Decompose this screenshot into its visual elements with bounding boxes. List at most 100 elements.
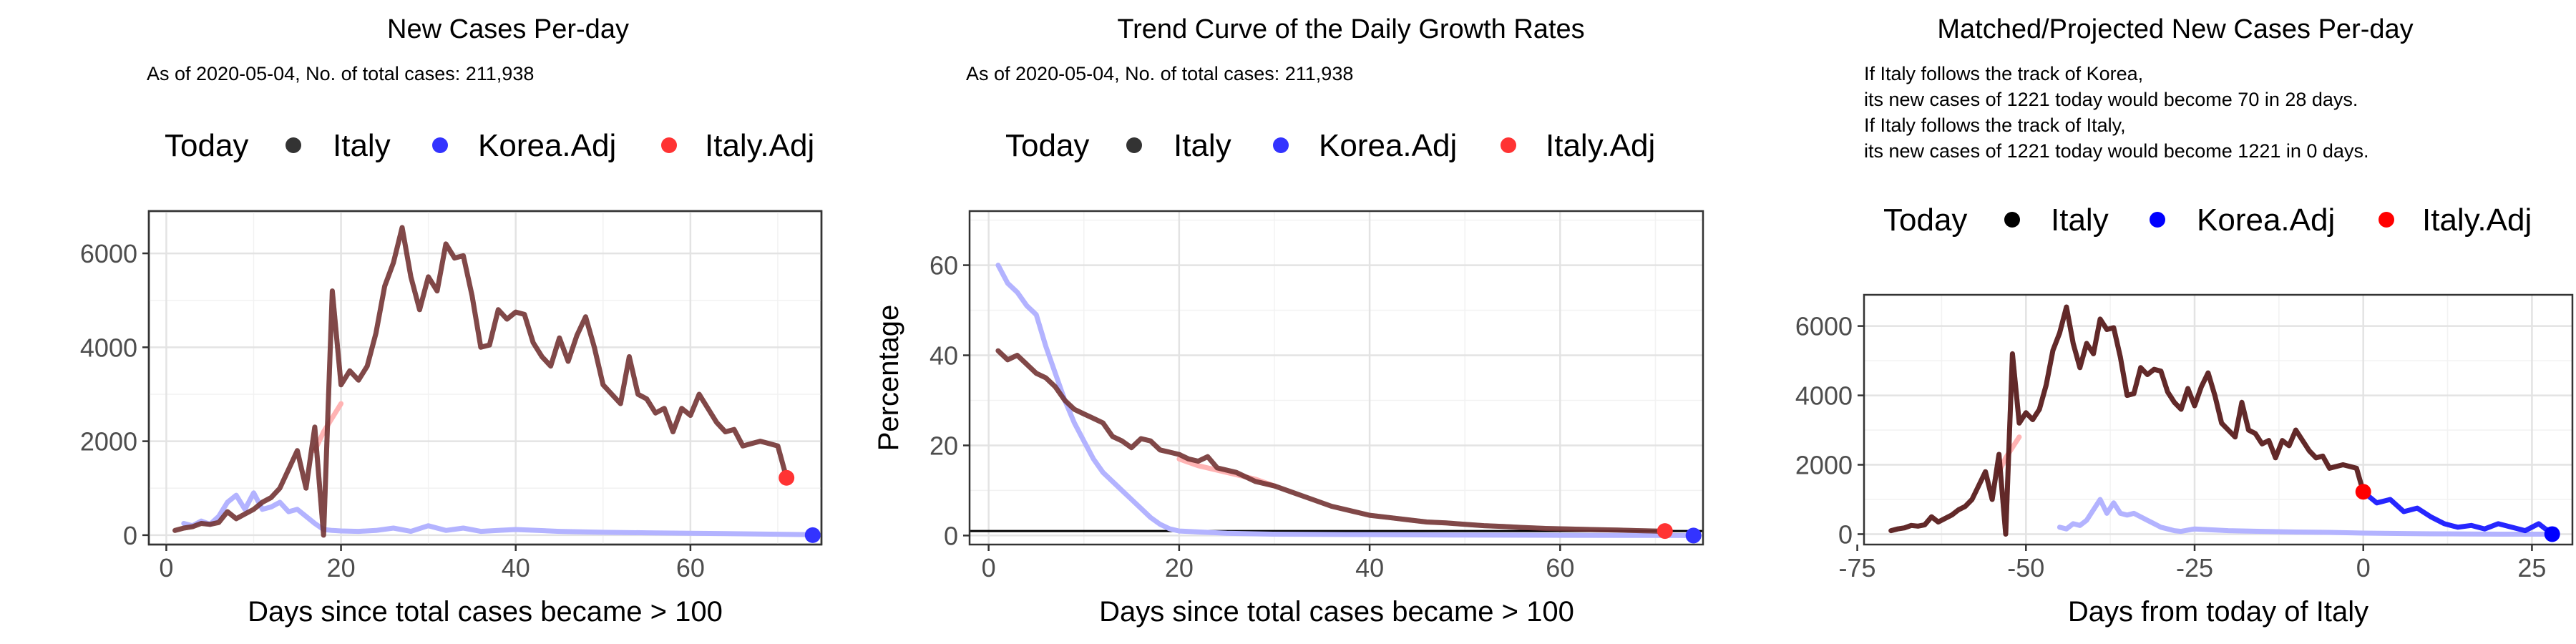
- series-line-korea-adj-projected: [2361, 489, 2555, 535]
- legend-title: Today: [1883, 203, 1967, 238]
- plot-area: [968, 210, 1704, 546]
- legend-label-italy: Italy: [2051, 203, 2109, 238]
- legend-key-italy: [286, 137, 301, 153]
- y-axis-label: Percentage: [873, 305, 904, 452]
- legend: Today Italy Korea.Adj Italy.Adj: [165, 128, 814, 163]
- x-tick-label: 0: [2356, 553, 2371, 582]
- legend-title: Today: [165, 128, 248, 163]
- x-tick-label: 60: [676, 553, 705, 582]
- legend: Today Italy Korea.Adj Italy.Adj: [1005, 128, 1655, 163]
- panel-new-cases: New Cases Per-day As of 2020-05-04, No. …: [80, 14, 823, 628]
- annotation-line-2: its new cases of 1221 today would become…: [1864, 89, 2358, 110]
- y-tick-label: 2000: [80, 427, 137, 457]
- y-tick-label: 2000: [1795, 451, 1853, 480]
- chart-title: Trend Curve of the Daily Growth Rates: [1117, 14, 1584, 44]
- y-axis-ticks: 0 20 40 60: [930, 251, 970, 550]
- series-line-korea-adj-past: [2057, 497, 2555, 537]
- panel-matched-projected: Matched/Projected New Cases Per-day If I…: [1795, 14, 2574, 628]
- y-tick-label: 4000: [1795, 381, 1853, 411]
- x-tick-label: -25: [2176, 553, 2213, 582]
- x-tick-label: 60: [1546, 553, 1574, 582]
- x-axis-ticks: 0 20 40 60: [982, 545, 1574, 582]
- x-axis-label: Days since total cases became > 100: [248, 596, 723, 628]
- plot-area: [1863, 293, 2574, 546]
- y-tick-label: 40: [930, 341, 958, 371]
- series-line-italy-adj-overlay: [995, 348, 1668, 535]
- legend-key-italy-adj: [1501, 137, 1516, 153]
- y-tick-label: 0: [944, 521, 958, 550]
- y-tick-label: 4000: [80, 333, 137, 362]
- legend-key-italy: [2004, 212, 2020, 228]
- x-tick-label: -50: [2007, 553, 2044, 582]
- x-axis-label: Days from today of Italy: [2068, 596, 2368, 628]
- chart-title: New Cases Per-day: [387, 14, 629, 44]
- plot-frame: [147, 210, 823, 546]
- legend-key-italy-adj: [2379, 212, 2394, 228]
- x-tick-label: 0: [159, 553, 173, 582]
- korea-adj-point: [804, 527, 821, 543]
- legend-label-korea-adj: Korea.Adj: [478, 128, 616, 163]
- legend-key-korea-adj: [1273, 137, 1289, 153]
- x-axis-ticks: -75 -50 -25 0 25: [1839, 545, 2546, 582]
- series-lines: [172, 225, 816, 538]
- annotation-line-1: If Italy follows the track of Korea,: [1864, 63, 2143, 84]
- plot-area: [147, 210, 823, 546]
- plot-border: [147, 210, 823, 546]
- chart-subtitle: As of 2020-05-04, No. of total cases: 21…: [147, 63, 534, 84]
- y-tick-label: 20: [930, 431, 958, 460]
- series-points: [779, 469, 821, 543]
- y-tick-label: 0: [1838, 519, 1853, 549]
- chart-title: Matched/Projected New Cases Per-day: [1937, 14, 2413, 44]
- annotation-line-3: If Italy follows the track of Italy,: [1864, 114, 2126, 136]
- plot-border: [1863, 293, 2574, 546]
- korea-adj-point: [2544, 526, 2560, 542]
- chart-subtitle: As of 2020-05-04, No. of total cases: 21…: [966, 63, 1353, 84]
- legend-label-korea-adj: Korea.Adj: [1319, 128, 1457, 163]
- legend-label-italy: Italy: [333, 128, 391, 163]
- panel-growth-rates: Trend Curve of the Daily Growth Rates As…: [873, 14, 1704, 628]
- y-tick-label: 0: [123, 521, 137, 550]
- series-line-korea-adj: [995, 263, 1697, 538]
- legend-label-italy-adj: Italy.Adj: [1546, 128, 1655, 163]
- x-tick-label: 20: [1165, 553, 1194, 582]
- legend-label-italy: Italy: [1174, 128, 1231, 163]
- series-line-italy-adj-overlay: [172, 225, 789, 538]
- series-lines: [1888, 304, 2555, 537]
- x-tick-label: 20: [327, 553, 356, 582]
- italy-adj-point: [1657, 523, 1673, 540]
- series-line-korea-adj: [181, 490, 816, 537]
- legend: Today Italy Korea.Adj Italy.Adj: [1883, 203, 2532, 238]
- y-axis-ticks: 0 2000 4000 6000: [80, 239, 149, 550]
- legend-title: Today: [1005, 128, 1089, 163]
- x-tick-label: 40: [502, 553, 530, 582]
- y-tick-label: 6000: [80, 239, 137, 268]
- legend-label-italy-adj: Italy.Adj: [705, 128, 814, 163]
- legend-key-korea-adj: [2150, 212, 2165, 228]
- y-axis-ticks: 0 2000 4000 6000: [1795, 312, 1864, 549]
- series-points: [2355, 484, 2560, 542]
- annotation-line-4: its new cases of 1221 today would become…: [1864, 140, 2368, 162]
- italy-adj-point: [779, 469, 795, 486]
- legend-key-italy: [1126, 137, 1142, 153]
- korea-adj-point: [1685, 527, 1702, 544]
- italy-adj-point: [2355, 484, 2371, 500]
- legend-label-korea-adj: Korea.Adj: [2197, 203, 2335, 238]
- series-line-italy-adj-overlay: [1888, 304, 2366, 537]
- y-tick-label: 6000: [1795, 312, 1853, 341]
- series-points: [1657, 523, 1702, 544]
- series-line-italy: [995, 348, 1668, 535]
- x-tick-label: -75: [1839, 553, 1876, 582]
- y-tick-label: 60: [930, 251, 958, 280]
- legend-label-italy-adj: Italy.Adj: [2422, 203, 2532, 238]
- gridlines: [1864, 295, 2572, 545]
- plot-border: [968, 210, 1704, 546]
- x-tick-label: 40: [1355, 553, 1384, 582]
- x-tick-label: 25: [2517, 553, 2546, 582]
- legend-key-italy-adj: [661, 137, 677, 153]
- x-axis-ticks: 0 20 40 60: [159, 545, 705, 582]
- plot-frame: [970, 211, 1703, 545]
- legend-key-korea-adj: [432, 137, 448, 153]
- series-line-italy: [172, 225, 789, 538]
- x-axis-label: Days since total cases became > 100: [1099, 596, 1574, 628]
